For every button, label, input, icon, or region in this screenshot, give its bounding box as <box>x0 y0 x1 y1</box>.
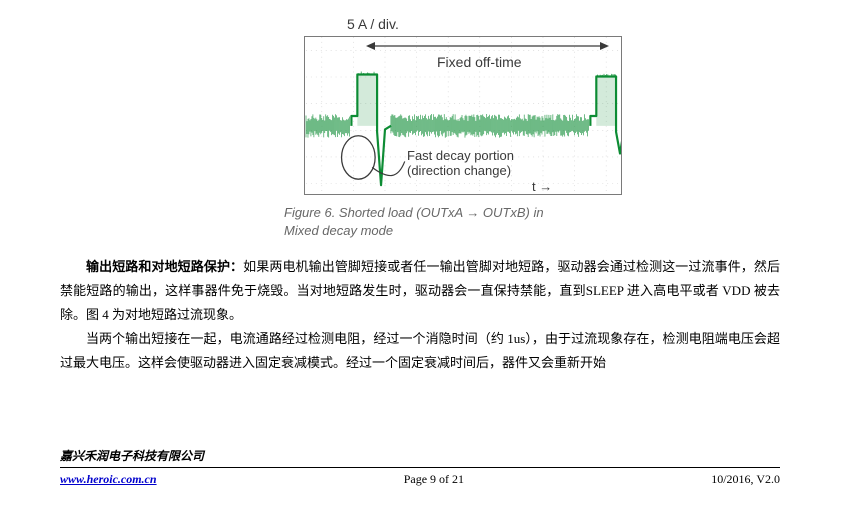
time-axis-label: t → <box>532 179 552 194</box>
figure-block: 5 A / div. Fixed off-time Fast decay por… <box>287 10 780 239</box>
footer-page: Page 9 of 21 <box>404 472 464 487</box>
off-time-label: Fixed off-time <box>437 54 522 70</box>
scale-label: 5 A / div. <box>347 16 399 32</box>
paragraph-1: 输出短路和对地短路保护：如果两电机输出管脚短接或者任一输出管脚对地短路，驱动器会… <box>60 255 780 327</box>
page-content: 5 A / div. Fixed off-time Fast decay por… <box>0 0 850 385</box>
decay-label-line2: (direction change) <box>407 163 511 178</box>
page-footer: 嘉兴禾润电子科技有限公司 www.heroic.com.cn Page 9 of… <box>60 447 780 487</box>
caption-line1: Figure 6. Shorted load (OUTxA → OUTxB) i… <box>284 205 544 220</box>
decay-label-line1: Fast decay portion <box>407 148 514 163</box>
body-text: 输出短路和对地短路保护：如果两电机输出管脚短接或者任一输出管脚对地短路，驱动器会… <box>60 255 780 375</box>
off-time-arrow <box>366 41 609 51</box>
footer-company: 嘉兴禾润电子科技有限公司 <box>60 447 780 464</box>
decay-label: Fast decay portion (direction change) <box>407 149 514 179</box>
para1-heading: 输出短路和对地短路保护： <box>86 259 243 274</box>
caption-line2: Mixed decay mode <box>284 223 393 238</box>
footer-row: www.heroic.com.cn Page 9 of 21 10/2016, … <box>60 472 780 487</box>
footer-url-link[interactable]: www.heroic.com.cn <box>60 472 157 487</box>
figure-caption: Figure 6. Shorted load (OUTxA → OUTxB) i… <box>284 204 584 239</box>
oscilloscope-chart: 5 A / div. Fixed off-time Fast decay por… <box>287 10 622 198</box>
footer-divider <box>60 467 780 468</box>
footer-version: 10/2016, V2.0 <box>711 472 780 487</box>
paragraph-2: 当两个输出短接在一起，电流通路经过检测电阻，经过一个消隐时间（约 1us），由于… <box>60 327 780 375</box>
